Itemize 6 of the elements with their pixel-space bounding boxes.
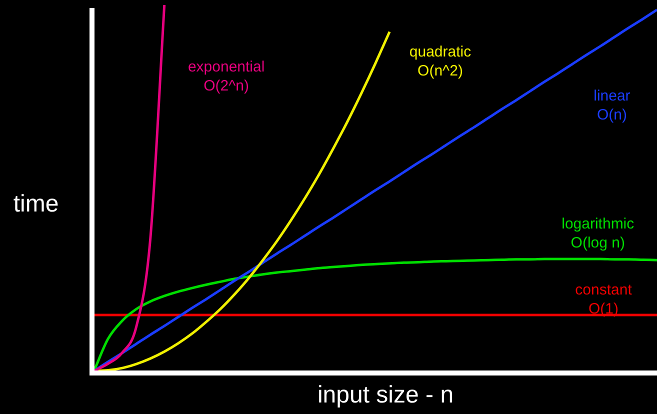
y-axis-title: time (13, 190, 59, 218)
series-label: logarithmic O(log n) (562, 216, 635, 252)
text: linear O(n) (594, 88, 630, 124)
series-label: quadratic O(n^2) (409, 44, 472, 80)
series-label: exponential O(2^n) (188, 58, 265, 94)
x-axis-title: input size - n (317, 382, 454, 409)
